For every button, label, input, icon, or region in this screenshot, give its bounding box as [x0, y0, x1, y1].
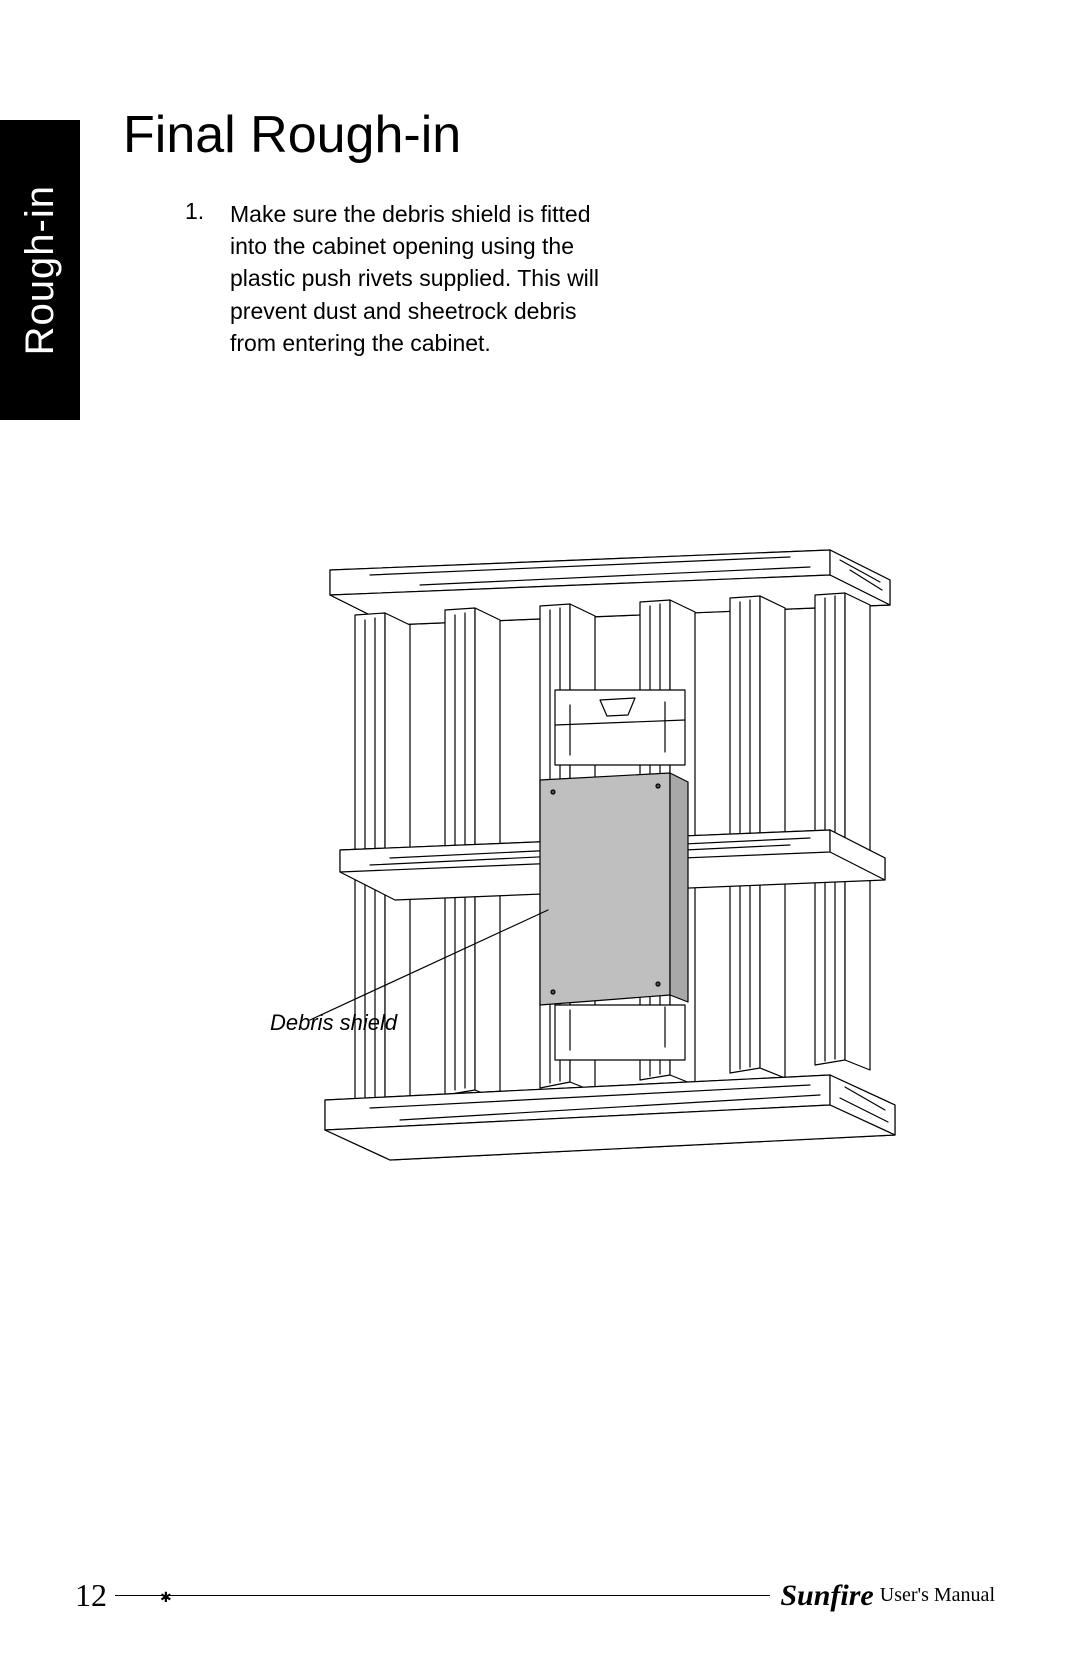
footer-star-icon: ✱	[160, 1589, 172, 1606]
page-number: 12	[75, 1577, 107, 1614]
footer-brand: Sunfire	[780, 1579, 873, 1613]
callout-debris-shield: Debris shield	[270, 1010, 397, 1036]
step-number: 1.	[185, 198, 204, 225]
footer-suffix: User's Manual	[880, 1584, 995, 1607]
sidebar-tab-label: Rough-in	[18, 185, 63, 355]
wall-frame-illustration-icon	[270, 530, 910, 1230]
diagram-wall-frame	[270, 530, 910, 1230]
footer-rule: ✱	[115, 1595, 770, 1596]
step-text: Make sure the debris shield is fitted in…	[230, 198, 620, 359]
page-title: Final Rough-in	[123, 105, 461, 165]
sidebar-tab: Rough-in	[0, 120, 80, 420]
page-footer: 12 ✱ Sunfire User's Manual	[75, 1577, 995, 1614]
